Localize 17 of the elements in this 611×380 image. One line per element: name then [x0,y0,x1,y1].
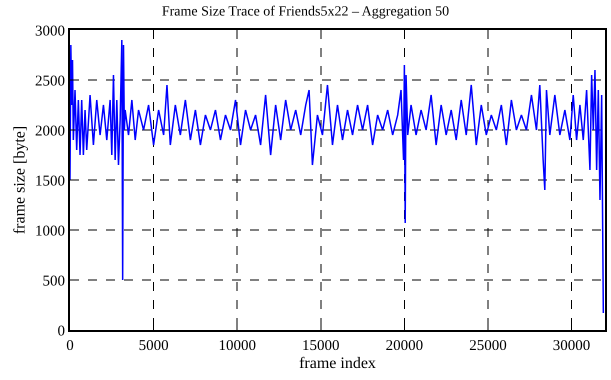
y-tick-label: 2500 [35,73,65,90]
x-axis-title: frame index [299,355,376,372]
chart-title: Frame Size Trace of Friends5x22 – Aggregation 50 [162,4,450,20]
x-tick-label: 10000 [218,338,256,354]
x-tick-label: 25000 [469,338,507,354]
x-tick-label: 20000 [386,338,424,354]
x-tick-label: 5000 [138,338,169,354]
x-tick-label: 30000 [552,338,590,354]
y-tick-label: 1000 [35,223,65,240]
y-axis-title: frame size [byte] [11,126,28,234]
x-tick-label: 15000 [302,338,340,354]
y-tick-label: 3000 [35,23,65,40]
y-tick-label: 2000 [35,123,65,140]
y-tick-label: 1500 [35,173,65,190]
line-series [70,39,604,314]
y-tick-label: 0 [58,323,65,340]
y-tick-label: 500 [42,273,65,290]
